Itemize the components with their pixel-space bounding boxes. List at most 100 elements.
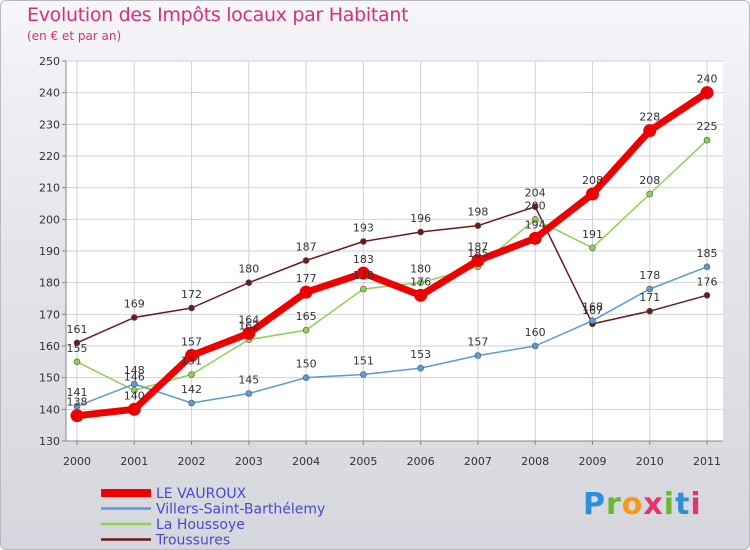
- data-point: [302, 374, 310, 381]
- legend-label: Troussures: [155, 533, 230, 549]
- data-point: [474, 352, 482, 359]
- data-point: [245, 279, 253, 286]
- data-label: 208: [582, 174, 603, 187]
- data-label: 148: [124, 364, 145, 377]
- data-point: [360, 285, 367, 293]
- chart-subtitle: (en € et par an): [27, 29, 122, 43]
- data-point: [188, 371, 195, 378]
- data-label: 138: [67, 396, 88, 409]
- data-point: [471, 254, 485, 267]
- data-point: [73, 339, 81, 347]
- data-label: 157: [181, 336, 202, 349]
- x-tick-label: 2011: [693, 455, 721, 468]
- data-point: [703, 136, 711, 144]
- proxiti-logo: Proxiti: [583, 487, 702, 522]
- data-point: [130, 387, 138, 394]
- x-tick-label: 2007: [464, 455, 492, 468]
- data-label: 168: [582, 301, 603, 314]
- y-tick-label: 170: [39, 308, 60, 321]
- data-point: [360, 238, 367, 245]
- y-tick-label: 230: [39, 118, 60, 131]
- data-label: 180: [238, 263, 259, 276]
- data-point: [299, 285, 313, 299]
- x-tick-label: 2009: [578, 455, 606, 468]
- data-label: 187: [296, 241, 317, 254]
- data-point: [703, 292, 711, 299]
- data-label: 157: [467, 336, 488, 349]
- data-point: [646, 307, 654, 315]
- legend-label: LE VAUROUX: [156, 486, 247, 502]
- data-point: [73, 358, 81, 366]
- y-tick-label: 240: [39, 87, 60, 100]
- data-point: [188, 304, 195, 312]
- x-tick-label: 2005: [349, 455, 377, 468]
- y-tick-label: 130: [39, 435, 60, 448]
- data-label: 193: [353, 222, 374, 235]
- data-label: 185: [467, 247, 488, 260]
- data-label: 187: [467, 241, 488, 254]
- x-tick-label: 2002: [178, 455, 206, 468]
- data-point: [130, 314, 138, 321]
- data-label: 167: [582, 304, 603, 317]
- data-point: [414, 288, 428, 302]
- data-label: 141: [67, 386, 88, 399]
- y-tick-label: 250: [39, 55, 60, 68]
- data-label: 225: [697, 120, 718, 133]
- data-label: 160: [525, 326, 546, 339]
- data-point: [700, 86, 714, 100]
- data-label: 172: [181, 288, 202, 301]
- data-label: 240: [697, 73, 718, 86]
- data-label: 177: [296, 272, 317, 285]
- data-label: 204: [525, 187, 546, 200]
- data-label: 183: [353, 253, 374, 266]
- y-tick-label: 150: [39, 372, 60, 385]
- chart-title: Evolution des Impôts locaux par Habitant: [27, 4, 409, 26]
- data-label: 196: [410, 212, 431, 225]
- data-point: [531, 342, 539, 350]
- data-point: [130, 380, 138, 388]
- data-label: 169: [124, 298, 145, 311]
- data-point: [528, 231, 542, 245]
- x-tick-label: 2003: [235, 455, 263, 468]
- data-point: [417, 279, 424, 286]
- data-point: [589, 317, 596, 324]
- series-line-0: [73, 89, 711, 420]
- y-tick-label: 210: [39, 182, 60, 195]
- data-point: [302, 257, 310, 264]
- data-point: [70, 409, 84, 423]
- data-point: [245, 390, 253, 397]
- data-label: 140: [124, 389, 145, 402]
- data-label: 164: [238, 313, 259, 326]
- data-label: 161: [67, 323, 88, 336]
- x-tick-label: 2001: [120, 455, 148, 468]
- data-label: 151: [353, 355, 374, 368]
- data-point: [589, 244, 596, 252]
- data-label: 153: [410, 348, 431, 361]
- data-point: [646, 190, 654, 198]
- legend-label: Villers-Saint-Barthélemy: [156, 502, 325, 518]
- legend-label: La Houssoye: [156, 517, 245, 533]
- data-point: [531, 203, 539, 210]
- x-tick-label: 2000: [63, 455, 91, 468]
- y-tick-label: 160: [39, 340, 60, 353]
- data-label: 150: [296, 358, 317, 371]
- data-point: [531, 216, 539, 223]
- data-label: 165: [296, 310, 317, 323]
- data-label: 185: [697, 247, 718, 260]
- data-point: [417, 228, 424, 236]
- data-point: [302, 326, 310, 334]
- data-label: 146: [124, 370, 145, 383]
- x-tick-label: 2004: [292, 455, 320, 468]
- data-point: [356, 266, 370, 280]
- data-point: [643, 124, 657, 138]
- data-label: 198: [467, 206, 488, 219]
- data-label: 145: [238, 374, 259, 387]
- data-point: [360, 371, 367, 378]
- data-label: 142: [181, 383, 202, 396]
- data-point: [242, 326, 256, 340]
- data-label: 151: [181, 355, 202, 368]
- y-tick-label: 140: [39, 403, 60, 416]
- data-point: [585, 187, 599, 201]
